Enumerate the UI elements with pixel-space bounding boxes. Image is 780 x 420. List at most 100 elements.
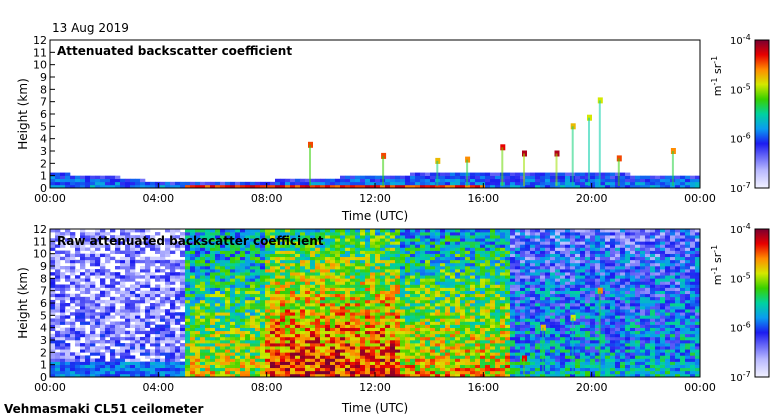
heatmap-cell bbox=[105, 184, 111, 189]
heatmap-cell bbox=[210, 321, 216, 325]
heatmap-cell bbox=[280, 247, 286, 251]
heatmap-cell bbox=[260, 327, 266, 332]
heatmap-cell bbox=[225, 343, 231, 347]
heatmap-cell bbox=[340, 299, 346, 304]
heatmap-cell bbox=[320, 262, 326, 267]
heatmap-cell bbox=[335, 259, 341, 264]
heatmap-cell bbox=[290, 247, 296, 251]
heatmap-cell bbox=[385, 358, 391, 362]
heatmap-cell bbox=[155, 293, 161, 298]
heatmap-cell bbox=[275, 346, 281, 350]
heatmap-cell bbox=[305, 275, 311, 279]
heatmap-cell bbox=[210, 266, 216, 270]
heatmap-cell bbox=[365, 364, 371, 369]
heatmap-cell bbox=[145, 284, 151, 288]
heatmap-cell bbox=[50, 253, 56, 258]
heatmap-cell bbox=[125, 370, 131, 375]
heatmap-cell bbox=[260, 336, 266, 341]
heatmap-cell bbox=[315, 250, 321, 254]
heatmap-cell bbox=[385, 256, 391, 261]
heatmap-cell bbox=[305, 352, 311, 356]
heatmap-cell bbox=[170, 250, 176, 254]
heatmap-cell bbox=[490, 272, 496, 276]
heatmap-cell bbox=[465, 262, 471, 267]
heatmap-cell bbox=[155, 346, 161, 350]
heatmap-cell bbox=[385, 266, 391, 270]
heatmap-cell bbox=[315, 266, 321, 270]
heatmap-cell bbox=[290, 321, 296, 325]
heatmap-cell bbox=[165, 296, 171, 301]
heatmap-cell bbox=[405, 281, 411, 285]
heatmap-cell bbox=[365, 352, 371, 356]
heatmap-cell bbox=[195, 238, 201, 242]
heatmap-cell bbox=[290, 370, 296, 375]
heatmap-cell bbox=[130, 287, 136, 291]
heatmap-cell bbox=[125, 262, 131, 267]
heatmap-cell bbox=[515, 281, 521, 285]
heatmap-cell bbox=[300, 250, 306, 254]
heatmap-cell bbox=[400, 296, 406, 301]
heatmap-cell bbox=[395, 312, 401, 316]
heatmap-cell bbox=[510, 287, 516, 291]
heatmap-cell bbox=[305, 330, 311, 335]
heatmap-cell bbox=[445, 324, 451, 328]
heatmap-cell bbox=[405, 367, 411, 372]
heatmap-cell bbox=[405, 303, 411, 307]
heatmap-cell bbox=[325, 358, 331, 362]
heatmap-cell bbox=[195, 312, 201, 316]
heatmap-cell bbox=[430, 355, 436, 359]
heatmap-cell bbox=[140, 250, 146, 254]
heatmap-cell bbox=[100, 330, 106, 335]
heatmap-cell bbox=[270, 241, 276, 245]
heatmap-cell bbox=[365, 241, 371, 245]
heatmap-cell bbox=[510, 272, 516, 276]
heatmap-cell bbox=[200, 262, 206, 267]
heatmap-cell bbox=[330, 346, 336, 350]
heatmap-cell bbox=[305, 232, 311, 236]
heatmap-cell bbox=[160, 367, 166, 372]
heatmap-cell bbox=[370, 321, 376, 325]
heatmap-cell bbox=[90, 235, 96, 239]
heatmap-cell bbox=[435, 259, 441, 264]
heatmap-cell bbox=[210, 367, 216, 372]
heatmap-cell bbox=[50, 324, 56, 328]
heatmap-cell bbox=[280, 321, 286, 325]
heatmap-cell bbox=[305, 284, 311, 288]
heatmap-cell bbox=[370, 293, 376, 298]
heatmap-cell bbox=[335, 293, 341, 298]
heatmap-cell bbox=[215, 346, 221, 350]
heatmap-cell bbox=[195, 315, 201, 319]
heatmap-cell bbox=[385, 247, 391, 251]
heatmap-cell bbox=[270, 184, 276, 189]
heatmap-cell bbox=[430, 284, 436, 288]
heatmap-cell bbox=[85, 272, 91, 276]
heatmap-cell bbox=[265, 333, 271, 338]
heatmap-cell bbox=[205, 349, 211, 353]
heatmap-cell bbox=[480, 324, 486, 328]
heatmap-cell bbox=[390, 266, 396, 270]
heatmap-cell bbox=[435, 247, 441, 251]
heatmap-cell bbox=[255, 315, 261, 319]
heatmap-cell bbox=[275, 349, 281, 353]
heatmap-cell bbox=[345, 358, 351, 362]
heatmap-cell bbox=[245, 336, 251, 341]
heatmap-cell bbox=[175, 370, 181, 375]
heatmap-cell bbox=[340, 281, 346, 285]
heatmap-cell bbox=[500, 370, 506, 375]
heatmap-cell bbox=[525, 296, 531, 301]
x-tick-label: 00:00 bbox=[34, 192, 66, 205]
heatmap-cell bbox=[230, 330, 236, 335]
heatmap-cell bbox=[530, 244, 536, 248]
heatmap-cell bbox=[280, 181, 286, 186]
heatmap-cell bbox=[265, 358, 271, 362]
heatmap-cell bbox=[260, 281, 266, 285]
heatmap-cell bbox=[255, 244, 261, 248]
heatmap-cell bbox=[185, 256, 191, 261]
heatmap-cell bbox=[340, 333, 346, 338]
heatmap-cell bbox=[155, 349, 161, 353]
heatmap-cell bbox=[480, 343, 486, 347]
heatmap-cell bbox=[155, 306, 161, 310]
heatmap-cell bbox=[520, 318, 526, 322]
heatmap-cell bbox=[630, 175, 636, 180]
heatmap-cell bbox=[235, 340, 241, 344]
